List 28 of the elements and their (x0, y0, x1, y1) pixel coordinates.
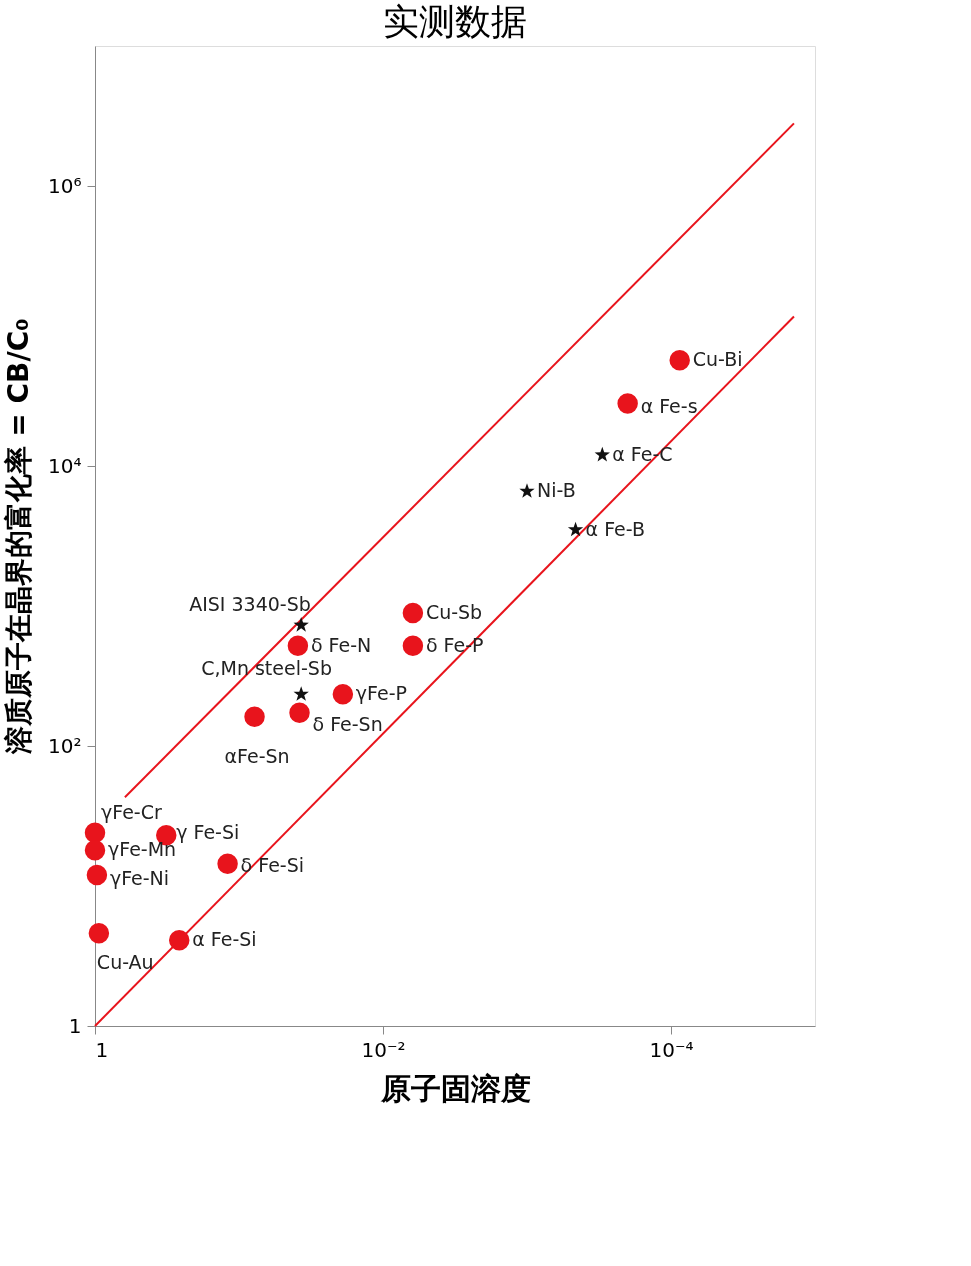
annotation: α Fe-B (585, 517, 645, 540)
annotation: δ Fe-Sn (312, 712, 383, 735)
y-tick-label: 10⁴ (48, 453, 82, 478)
y-axis-title: 溶质原子在晶界的富化率 = CB/C₀ (2, 318, 36, 756)
annotation: γFe-Mn (108, 838, 177, 861)
y-tick-label: 10² (48, 733, 82, 758)
annotation: δ Fe-Si (240, 853, 305, 876)
annotation: α Fe-Si (192, 928, 257, 951)
annotation: Ni-B (537, 479, 576, 502)
x-axis-title: 原子固溶度 (379, 1070, 531, 1106)
annotation: γ Fe-Si (176, 821, 240, 844)
annotation: δ Fe-N (310, 633, 372, 656)
annotation: C,Mn steel-Sb (201, 657, 332, 680)
x-tick-label: 10⁻⁴ (649, 1037, 694, 1062)
annotation: γFe-Ni (109, 866, 170, 889)
x-tick-label: 1 (95, 1037, 109, 1062)
y-tick-label: 1 (68, 1013, 82, 1038)
annotation: Cu-Sb (425, 601, 483, 624)
x-tick-label: 10⁻² (361, 1037, 406, 1062)
chart-title: 实测数据 (383, 1, 527, 42)
annotation: Cu-Au (96, 951, 154, 974)
annotation: AISI 3340-Sb (189, 593, 311, 616)
y-tick-label: 10⁶ (48, 173, 82, 198)
annotation: α Fe-s (640, 395, 698, 418)
annotation: γFe-Cr (101, 800, 162, 823)
annotation: Cu-Bi (692, 348, 743, 371)
annotation: γFe-P (355, 682, 407, 705)
annotation: αFe-Sn (224, 744, 290, 767)
